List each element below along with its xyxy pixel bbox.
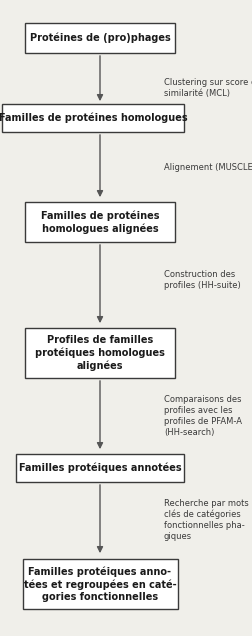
Bar (22, 559, 177, 609)
Text: Familles de protéines homologues: Familles de protéines homologues (0, 113, 187, 123)
Text: Alignement (MUSCLE): Alignement (MUSCLE) (164, 163, 252, 172)
Text: Clustering sur score d
similarité (MCL): Clustering sur score d similarité (MCL) (164, 78, 252, 98)
Text: Recherche par mots
clés de catégories
fonctionnelles pha-
giques: Recherche par mots clés de catégories fo… (164, 499, 249, 541)
Text: Comparaisons des
profiles avec les
profiles de PFAM-A
(HH-search): Comparaisons des profiles avec les profi… (164, 395, 242, 437)
Bar (25, 328, 175, 378)
Text: Familles protéiques annotées: Familles protéiques annotées (19, 463, 181, 473)
Bar (25, 23, 175, 53)
Bar (2, 104, 184, 132)
Text: Protéines de (pro)phages: Protéines de (pro)phages (30, 32, 170, 43)
Text: Construction des
profiles (HH-suite): Construction des profiles (HH-suite) (164, 270, 241, 290)
Bar (25, 202, 175, 242)
Text: Familles protéiques anno-
tées et regroupées en caté-
gories fonctionnelles: Familles protéiques anno- tées et regrou… (24, 567, 176, 602)
Text: Familles de protéines
homologues alignées: Familles de protéines homologues alignée… (41, 211, 159, 233)
Text: Profiles de familles
protéiques homologues
alignées: Profiles de familles protéiques homologu… (35, 335, 165, 371)
Bar (16, 454, 184, 482)
